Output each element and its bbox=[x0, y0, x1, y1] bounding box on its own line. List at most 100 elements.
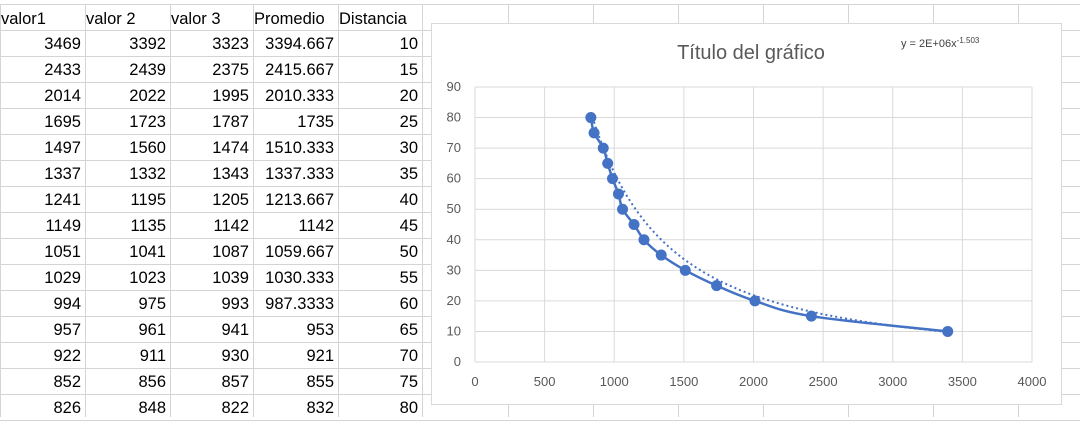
data-cell[interactable]: 15 bbox=[399, 61, 418, 79]
data-cell[interactable]: 3394.667 bbox=[265, 35, 334, 53]
data-cell[interactable]: 856 bbox=[138, 373, 166, 391]
data-cell[interactable]: 20 bbox=[399, 87, 418, 105]
data-point[interactable] bbox=[597, 142, 609, 154]
data-cell[interactable]: 1087 bbox=[212, 243, 249, 261]
data-cell[interactable]: 1039 bbox=[212, 269, 249, 287]
data-cell[interactable]: 3392 bbox=[129, 35, 166, 53]
data-point[interactable] bbox=[679, 264, 691, 276]
data-cell[interactable]: 10 bbox=[399, 35, 418, 53]
data-cell[interactable]: 35 bbox=[399, 165, 418, 183]
data-cell[interactable]: 1787 bbox=[212, 113, 249, 131]
data-point[interactable] bbox=[805, 310, 817, 322]
data-point[interactable] bbox=[612, 188, 624, 200]
data-cell[interactable]: 921 bbox=[306, 347, 334, 365]
data-cell[interactable]: 1135 bbox=[130, 217, 166, 235]
data-cell[interactable]: 1142 bbox=[298, 217, 334, 235]
data-cell[interactable]: 975 bbox=[138, 295, 166, 313]
data-cell[interactable]: 25 bbox=[399, 113, 418, 131]
data-cell[interactable]: 1735 bbox=[297, 113, 334, 131]
data-cell[interactable]: 848 bbox=[138, 399, 166, 417]
data-cell[interactable]: 2014 bbox=[44, 87, 81, 105]
data-cell[interactable]: 832 bbox=[306, 399, 334, 417]
data-cell[interactable]: 911 bbox=[139, 347, 166, 365]
power-trendline[interactable] bbox=[589, 112, 948, 333]
data-cell[interactable]: 1142 bbox=[213, 217, 249, 235]
data-cell[interactable]: 1213.667 bbox=[265, 191, 334, 209]
data-cell[interactable]: 2375 bbox=[212, 61, 249, 79]
header-cell[interactable]: Promedio bbox=[254, 10, 325, 28]
data-cell[interactable]: 1497 bbox=[44, 139, 81, 157]
data-cell[interactable]: 1560 bbox=[129, 139, 166, 157]
data-cell[interactable]: 2415.667 bbox=[265, 61, 334, 79]
data-cell[interactable]: 75 bbox=[399, 373, 418, 391]
data-point[interactable] bbox=[638, 234, 650, 246]
data-cell[interactable]: 70 bbox=[399, 347, 418, 365]
data-cell[interactable]: 65 bbox=[399, 321, 418, 339]
data-cell[interactable]: 2010.333 bbox=[265, 87, 334, 105]
data-cell[interactable]: 993 bbox=[221, 295, 249, 313]
data-cell[interactable]: 941 bbox=[221, 321, 249, 339]
data-cell[interactable]: 60 bbox=[399, 295, 418, 313]
data-point[interactable] bbox=[655, 249, 667, 261]
data-cell[interactable]: 80 bbox=[399, 399, 418, 417]
data-point[interactable] bbox=[749, 295, 761, 307]
data-point[interactable] bbox=[942, 325, 954, 337]
data-cell[interactable]: 1030.333 bbox=[265, 269, 334, 287]
data-cell[interactable]: 1332 bbox=[129, 165, 166, 183]
header-cell[interactable]: valor1 bbox=[1, 10, 46, 28]
data-cell[interactable]: 1205 bbox=[212, 191, 249, 209]
data-cell[interactable]: 953 bbox=[306, 321, 334, 339]
header-cell[interactable]: Distancia bbox=[339, 10, 407, 28]
data-point[interactable] bbox=[588, 127, 600, 139]
data-cell[interactable]: 1041 bbox=[129, 243, 166, 261]
data-cell[interactable]: 45 bbox=[399, 217, 418, 235]
scatter-chart[interactable]: 0 10 20 30 40 50 60 70 80 90 0 500 1000 1500 2000 2500… bbox=[431, 23, 1062, 405]
data-cell[interactable]: 1723 bbox=[129, 113, 166, 131]
data-cell[interactable]: 1695 bbox=[44, 113, 81, 131]
data-cell[interactable]: 1195 bbox=[130, 191, 166, 209]
data-cell[interactable]: 826 bbox=[53, 399, 81, 417]
data-point[interactable] bbox=[602, 157, 614, 169]
data-point[interactable] bbox=[711, 280, 723, 292]
data-cell[interactable]: 2022 bbox=[129, 87, 166, 105]
header-cell[interactable]: valor 2 bbox=[86, 10, 136, 28]
data-cell[interactable]: 30 bbox=[399, 139, 418, 157]
data-cell[interactable]: 1510.333 bbox=[265, 139, 334, 157]
data-point[interactable] bbox=[628, 219, 640, 230]
data-cell[interactable]: 1149 bbox=[45, 217, 81, 235]
data-cell[interactable]: 994 bbox=[53, 295, 81, 313]
data-cell[interactable]: 1059.667 bbox=[265, 243, 334, 261]
data-cell[interactable]: 1337 bbox=[44, 165, 81, 183]
data-cell[interactable]: 50 bbox=[399, 243, 418, 261]
chart-title[interactable]: Título del gráfico bbox=[677, 42, 825, 64]
series-line[interactable] bbox=[589, 117, 948, 333]
data-cell[interactable]: 1995 bbox=[212, 87, 249, 105]
data-cell[interactable]: 2433 bbox=[44, 61, 81, 79]
data-cell[interactable]: 1029 bbox=[44, 269, 81, 287]
data-cell[interactable]: 930 bbox=[221, 347, 249, 365]
data-cell[interactable]: 55 bbox=[399, 269, 418, 287]
data-point[interactable] bbox=[617, 203, 629, 215]
data-cell[interactable]: 852 bbox=[53, 373, 81, 391]
data-point[interactable] bbox=[606, 173, 618, 185]
data-cell[interactable]: 855 bbox=[306, 373, 334, 391]
data-cell[interactable]: 1241 bbox=[44, 191, 81, 209]
data-cell[interactable]: 3323 bbox=[212, 35, 249, 53]
data-cell[interactable]: 2439 bbox=[129, 61, 166, 79]
data-cell[interactable]: 1051 bbox=[44, 243, 81, 261]
data-cell[interactable]: 857 bbox=[221, 373, 249, 391]
header-cell[interactable]: valor 3 bbox=[171, 10, 221, 28]
data-cell[interactable]: 3469 bbox=[44, 35, 81, 53]
data-cell[interactable]: 1474 bbox=[212, 139, 249, 157]
data-cell[interactable]: 957 bbox=[53, 321, 81, 339]
data-cell[interactable]: 1023 bbox=[129, 269, 166, 287]
data-cell[interactable]: 40 bbox=[399, 191, 418, 209]
data-cell[interactable]: 961 bbox=[138, 321, 166, 339]
trendline-equation[interactable]: y = 2E+06x-1.503 bbox=[901, 36, 980, 50]
data-cell[interactable]: 822 bbox=[221, 399, 249, 417]
data-point[interactable] bbox=[585, 112, 597, 124]
data-cell[interactable]: 987.3333 bbox=[265, 295, 334, 313]
data-cell[interactable]: 922 bbox=[53, 347, 81, 365]
data-cell[interactable]: 1337.333 bbox=[265, 165, 334, 183]
data-cell[interactable]: 1343 bbox=[212, 165, 249, 183]
